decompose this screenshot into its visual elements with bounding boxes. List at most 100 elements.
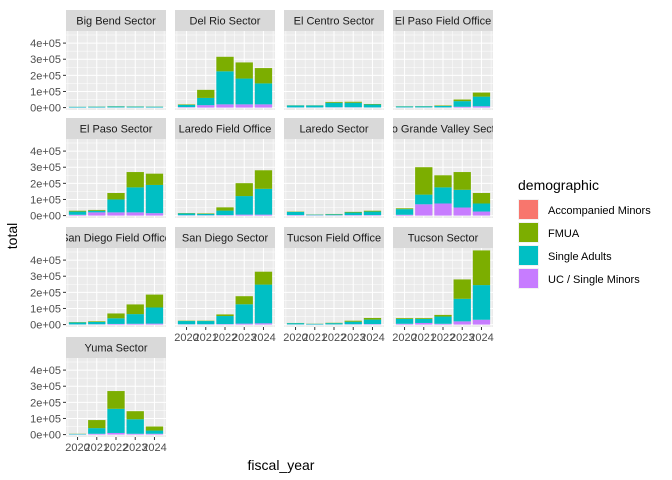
bar-segment-single-adults-2024	[363, 104, 382, 108]
bar-segment-single-adults-2022	[434, 187, 452, 204]
x-tick-label: 2021	[412, 332, 436, 344]
facet-title: El Paso Field Office	[395, 16, 491, 28]
y-tick-label: 3e+05	[30, 54, 61, 66]
legend-item-single-adults: Single Adults	[518, 245, 612, 266]
bar-segment-fmua-2023	[235, 183, 253, 197]
bar-segment-uc-single-minors-2023	[453, 321, 471, 325]
x-tick-label: 2021	[85, 442, 109, 454]
bar-segment-single-adults-2022	[107, 199, 125, 213]
bar-segment-single-adults-2023	[126, 419, 144, 434]
bar-segment-uc-single-minors-2022	[216, 104, 234, 108]
facet-strip	[66, 337, 166, 358]
legend-swatch	[519, 246, 538, 265]
x-tick-label: 2022	[104, 442, 128, 454]
bar-segment-uc-single-minors-2024	[472, 106, 491, 108]
legend-swatch	[519, 200, 538, 219]
bar-segment-single-adults-2021	[415, 318, 433, 323]
bar-segment-uc-single-minors-2021	[88, 433, 106, 435]
legend-label: FMUA	[548, 228, 580, 240]
facet-strip	[175, 118, 275, 139]
bar-segment-single-adults-2023	[344, 321, 362, 325]
bar-segment-uc-single-minors-2024	[145, 323, 164, 325]
y-tick-label: 1e+05	[30, 194, 61, 206]
y-tick-label: 2e+05	[30, 178, 61, 190]
bar-segment-single-adults-2024	[363, 211, 382, 216]
bar-segment-single-adults-2020	[395, 209, 414, 215]
bar-segment-single-adults-2020	[177, 321, 196, 325]
x-tick-label: 2020	[283, 332, 307, 344]
bar-segment-uc-single-minors-2024	[145, 213, 164, 216]
bar-segment-fmua-2022	[216, 314, 234, 317]
y-tick-label: 1e+05	[30, 303, 61, 315]
bar-segment-fmua-2023	[344, 211, 362, 213]
bar-segment-fmua-2024	[472, 250, 491, 286]
bar-segment-fmua-2022	[434, 175, 452, 188]
bar-segment-fmua-2021	[415, 318, 433, 319]
facet-strip	[393, 118, 493, 139]
bar-segment-fmua-2023	[126, 172, 144, 188]
x-tick-label: 2022	[213, 332, 237, 344]
y-tick-label: 2e+05	[30, 70, 61, 82]
bar-segment-single-adults-2023	[235, 304, 253, 324]
bar-segment-fmua-2023	[453, 99, 471, 102]
bar-segment-fmua-2022	[216, 207, 234, 211]
bar-segment-single-adults-2024	[472, 96, 491, 107]
bar-segment-single-adults-2024	[145, 430, 164, 434]
bar-segment-fmua-2024	[254, 68, 273, 84]
bar-segment-fmua-2024	[472, 193, 491, 204]
bar-segment-fmua-2020	[395, 208, 414, 210]
facet-el-paso-field-office: El Paso Field Office	[393, 10, 493, 110]
bar-segment-single-adults-2021	[415, 194, 433, 205]
bar-segment-single-adults-2021	[306, 105, 324, 108]
bar-segment-fmua-2020	[395, 318, 414, 319]
facet-del-rio-sector: Del Rio Sector	[175, 10, 275, 110]
facet-strip	[284, 118, 384, 139]
x-tick-label: 2024	[469, 332, 493, 344]
bar-segment-single-adults-2021	[197, 97, 215, 106]
x-tick-label: 2023	[232, 332, 256, 344]
bar-segment-fmua-2024	[254, 170, 273, 189]
y-tick-label: 0e+00	[30, 211, 61, 223]
x-tick-label: 2020	[65, 442, 89, 454]
bar-segment-uc-single-minors-2021	[415, 204, 433, 216]
facet-title: El Paso Sector	[80, 124, 153, 136]
bar-segment-uc-single-minors-2022	[434, 323, 452, 325]
bar-segment-uc-single-minors-2020	[68, 214, 87, 216]
bar-segment-fmua-2022	[107, 391, 125, 409]
bar-segment-single-adults-2021	[197, 321, 215, 325]
bar-segment-single-adults-2021	[306, 214, 324, 216]
bar-segment-fmua-2024	[145, 426, 164, 431]
bar-segment-single-adults-2022	[107, 106, 125, 108]
y-tick-label: 4e+05	[30, 146, 61, 158]
legend-label: Single Adults	[548, 251, 612, 263]
bar-segment-single-adults-2024	[145, 106, 164, 108]
facet-strip	[284, 227, 384, 248]
bar-segment-single-adults-2024	[472, 203, 491, 212]
y-tick-label: 0e+00	[30, 320, 61, 332]
bar-segment-uc-single-minors-2024	[254, 214, 273, 216]
bar-segment-uc-single-minors-2023	[453, 106, 471, 108]
facet-title: Big Bend Sector	[76, 16, 156, 28]
y-tick-label: 0e+00	[30, 103, 61, 115]
bar-segment-fmua-2022	[325, 101, 343, 103]
bar-segment-single-adults-2020	[286, 105, 305, 108]
y-tick-label: 1e+05	[30, 86, 61, 98]
x-tick-label: 2021	[303, 332, 327, 344]
bar-segment-single-adults-2020	[286, 211, 305, 216]
facet-title: San Diego Sector	[182, 233, 269, 245]
bar-segment-single-adults-2023	[453, 189, 471, 208]
bar-segment-single-adults-2021	[88, 106, 106, 108]
x-tick-label: 2021	[194, 332, 218, 344]
bar-segment-single-adults-2022	[107, 408, 125, 433]
bar-segment-fmua-2021	[88, 209, 106, 211]
facet-title: El Centro Sector	[294, 16, 375, 28]
bar-segment-uc-single-minors-2022	[107, 212, 125, 216]
bar-segment-single-adults-2022	[325, 323, 343, 325]
bar-segment-single-adults-2020	[177, 104, 196, 108]
facet-el-centro-sector: El Centro Sector	[284, 10, 384, 110]
facet-title: Laredo Sector	[299, 124, 368, 136]
